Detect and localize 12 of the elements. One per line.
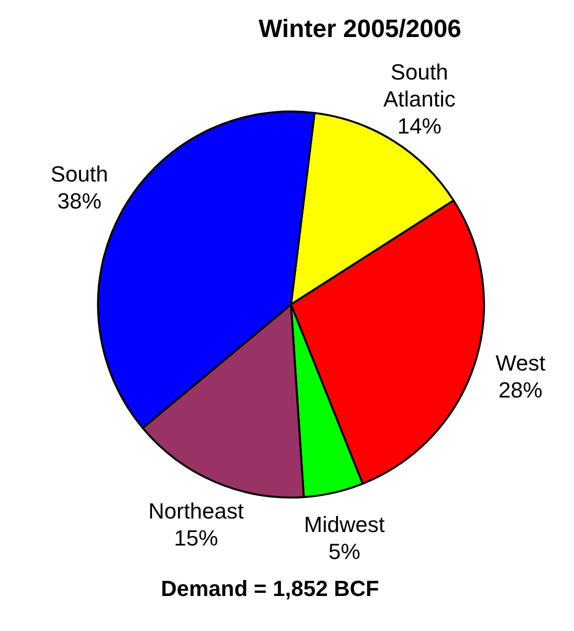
slice-label: South Atlantic [383,60,456,112]
data-label: 15% [174,526,218,551]
data-label: 28% [498,378,542,403]
chart-title: Winter 2005/2006 [258,14,462,43]
slice-label: West [496,350,546,376]
data-label: 38% [57,188,102,214]
data-label: 14% [397,114,442,139]
slice-label: Midwest [304,512,385,538]
slice-label: South [50,162,108,187]
data-label: 5% [328,539,360,564]
text: Demand = 1,852 BCF [160,576,380,602]
slice-label: Northeast [148,498,244,524]
